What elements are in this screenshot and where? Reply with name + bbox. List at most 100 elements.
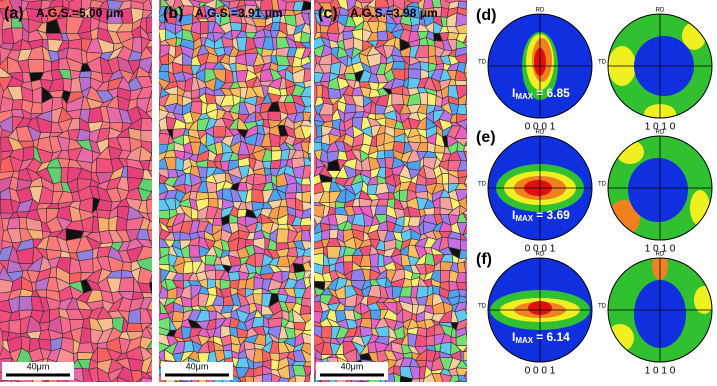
grain — [457, 160, 467, 172]
grain — [310, 240, 311, 246]
grain — [308, 177, 311, 185]
grain — [466, 332, 467, 341]
grain — [299, 313, 311, 324]
grain — [308, 272, 311, 278]
grain — [462, 359, 467, 367]
grain — [319, 380, 323, 382]
grain — [307, 56, 311, 62]
grain — [18, 381, 22, 382]
grain — [472, 45, 485, 57]
rd-label: RD — [536, 8, 545, 14]
grain — [466, 9, 467, 11]
grain — [252, 348, 264, 363]
grain — [173, 381, 177, 382]
grain — [303, 79, 311, 89]
grain — [179, 380, 189, 382]
grain — [271, 150, 282, 162]
pole-figure-outline — [487, 257, 593, 363]
pole-figure — [487, 135, 593, 241]
grain — [95, 380, 100, 382]
grain — [473, 87, 482, 97]
grain — [148, 281, 152, 294]
grain — [423, 373, 436, 382]
grain — [135, 238, 152, 249]
grain — [175, 380, 181, 382]
pole-figure-outline — [487, 135, 593, 241]
grain — [300, 184, 311, 193]
grain — [471, 358, 483, 369]
grain — [471, 112, 480, 121]
grain — [145, 110, 152, 119]
grain — [44, 378, 49, 382]
grain — [308, 135, 311, 143]
grain — [251, 188, 265, 204]
grain — [0, 378, 14, 382]
grain — [98, 380, 109, 382]
rd-label: RD — [656, 8, 665, 14]
grain — [300, 56, 311, 67]
grain — [369, 253, 379, 268]
grain — [146, 229, 152, 241]
grain — [473, 346, 483, 352]
grain — [147, 212, 152, 222]
grain — [301, 297, 311, 308]
grain — [148, 274, 152, 285]
grain — [229, 21, 243, 32]
grain — [455, 23, 467, 34]
grain — [151, 292, 152, 296]
grain — [431, 373, 444, 382]
grain — [304, 373, 311, 382]
average-grain-size: A.G.S.=5.00 μm — [36, 6, 124, 20]
grain — [142, 0, 152, 12]
grain — [329, 224, 339, 230]
grain — [299, 85, 311, 98]
grain — [472, 226, 485, 231]
grain — [471, 167, 482, 174]
grain — [126, 322, 144, 332]
grain — [314, 135, 323, 144]
grain — [454, 46, 467, 58]
pole-figure — [487, 13, 593, 119]
grain — [464, 301, 467, 310]
grain — [236, 380, 242, 382]
grain — [473, 160, 483, 169]
pole-caption: 1 0 1 0 — [645, 122, 676, 133]
grain — [326, 246, 342, 259]
grain — [146, 298, 152, 311]
grain — [465, 80, 467, 87]
grain — [472, 287, 482, 299]
pole-caption: 1 0 1 0 — [645, 366, 676, 377]
grain — [149, 239, 152, 246]
rd-label: RD — [536, 252, 545, 258]
grain — [199, 20, 209, 35]
grain — [97, 216, 110, 233]
grain — [276, 228, 289, 244]
grain — [309, 213, 311, 218]
grain — [463, 261, 467, 273]
grain — [299, 119, 311, 127]
grain — [238, 375, 247, 382]
grain — [472, 334, 484, 347]
grain — [309, 216, 311, 222]
grain — [212, 217, 223, 226]
panel-label: (a) — [4, 5, 24, 22]
td-label: TD — [478, 304, 487, 310]
grain — [474, 351, 483, 358]
grain — [300, 41, 311, 49]
grain — [147, 169, 152, 178]
grain — [300, 177, 311, 186]
grain — [140, 46, 152, 61]
grain — [303, 68, 311, 83]
grain — [145, 191, 152, 201]
grain — [463, 72, 467, 82]
grain — [301, 284, 311, 300]
grain — [423, 207, 436, 216]
grain — [327, 87, 342, 99]
grain — [455, 12, 467, 28]
imax-label: IMAX = 3.69 — [512, 208, 570, 223]
grain — [62, 77, 72, 93]
grain — [314, 294, 322, 302]
grain — [78, 70, 92, 79]
grain — [473, 70, 484, 80]
pole-figure-outline — [607, 135, 713, 241]
